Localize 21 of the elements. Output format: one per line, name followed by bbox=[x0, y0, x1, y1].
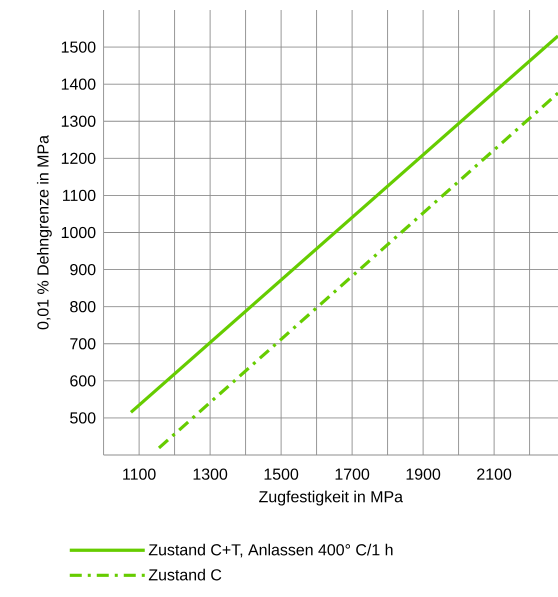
x-tick-label: 1300 bbox=[194, 468, 228, 480]
y-tick-label: 1500 bbox=[62, 41, 96, 53]
y-tick-label: 1300 bbox=[62, 116, 96, 127]
y-tick-label: 1200 bbox=[62, 152, 96, 164]
x-tick-label: 1700 bbox=[336, 468, 370, 480]
y-tick-label: 1000 bbox=[62, 226, 96, 238]
x-tick-label: 1900 bbox=[406, 468, 440, 480]
y-tick-label: 700 bbox=[70, 338, 96, 350]
x-tick-label: 1100 bbox=[123, 468, 156, 480]
y-tick-label: 1100 bbox=[63, 190, 96, 202]
y-tick-label: 600 bbox=[70, 375, 96, 386]
x-tick-label: 2100 bbox=[477, 468, 512, 480]
x-axis-title: Zugfestigkeit in MPa bbox=[259, 490, 403, 506]
y-axis-title: 0,01 % Dehngrenze in MPa bbox=[36, 135, 52, 330]
y-tick-label: 800 bbox=[70, 301, 96, 312]
x-tick-label: 1500 bbox=[264, 468, 298, 480]
y-tick-label: 1400 bbox=[62, 78, 96, 90]
y-tick-label: 500 bbox=[70, 412, 96, 424]
legend-label: Zustand C bbox=[148, 568, 222, 580]
y-tick-label: 900 bbox=[70, 264, 96, 276]
legend-label: Zustand C+T, Anlassen 400° C/1 h bbox=[148, 544, 392, 558]
